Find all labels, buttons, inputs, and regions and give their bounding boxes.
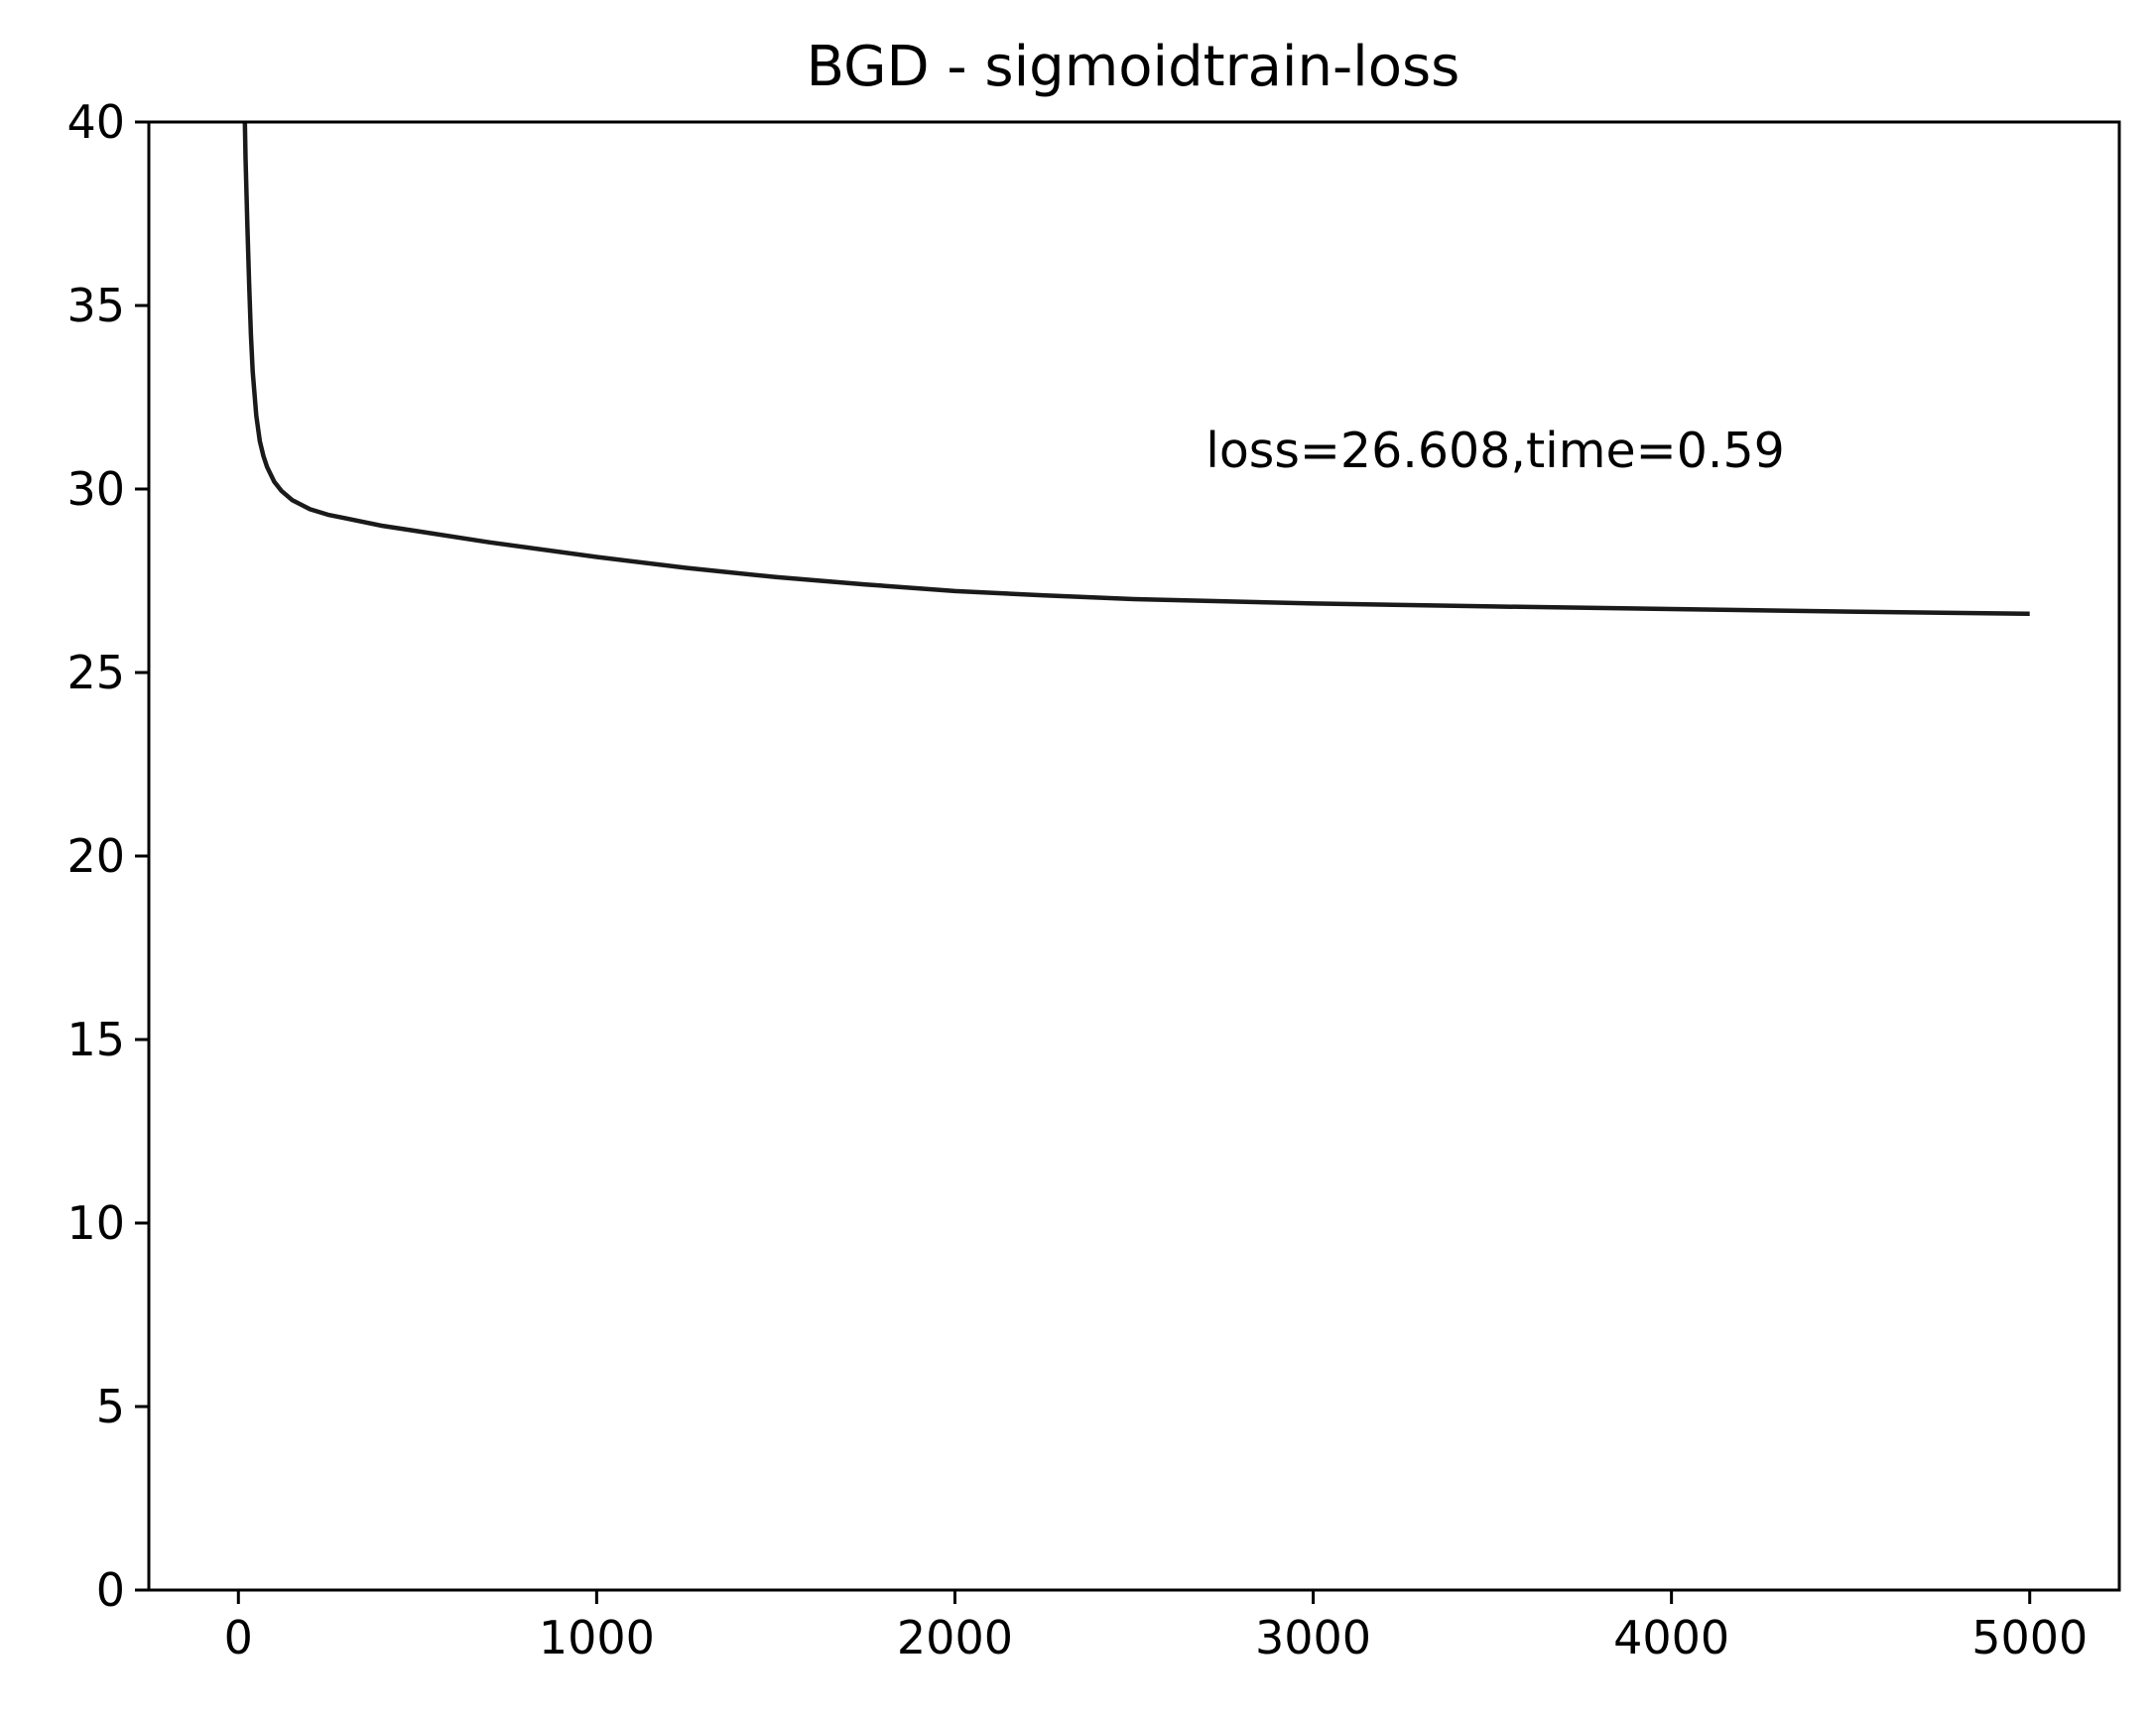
loss-annotation: loss=26.608,time=0.59 xyxy=(1205,423,1785,479)
y-tick-label: 5 xyxy=(96,1380,125,1433)
x-tick-label: 2000 xyxy=(897,1611,1013,1664)
y-tick-label: 15 xyxy=(66,1013,125,1066)
x-tick-label: 4000 xyxy=(1613,1611,1729,1664)
y-tick-label: 20 xyxy=(66,829,125,883)
y-tick-label: 35 xyxy=(66,279,125,332)
x-tick-label: 0 xyxy=(224,1611,253,1664)
x-tick-label: 3000 xyxy=(1255,1611,1371,1664)
x-axis-ticks: 0 1000 2000 3000 4000 5000 xyxy=(224,1590,2088,1664)
y-tick-label: 10 xyxy=(66,1196,125,1250)
y-tick-label: 40 xyxy=(66,95,125,149)
chart-title: BGD - sigmoidtrain-loss xyxy=(807,35,1460,99)
y-tick-label: 0 xyxy=(96,1563,125,1617)
x-tick-label: 1000 xyxy=(539,1611,655,1664)
loss-series-line xyxy=(242,121,2030,617)
x-tick-label: 5000 xyxy=(1971,1611,2088,1664)
y-tick-label: 25 xyxy=(66,646,125,699)
y-tick-label: 30 xyxy=(66,462,125,516)
plot-frame xyxy=(147,120,2121,1592)
y-axis-ticks: 0 5 10 15 20 25 30 35 40 xyxy=(66,95,149,1617)
